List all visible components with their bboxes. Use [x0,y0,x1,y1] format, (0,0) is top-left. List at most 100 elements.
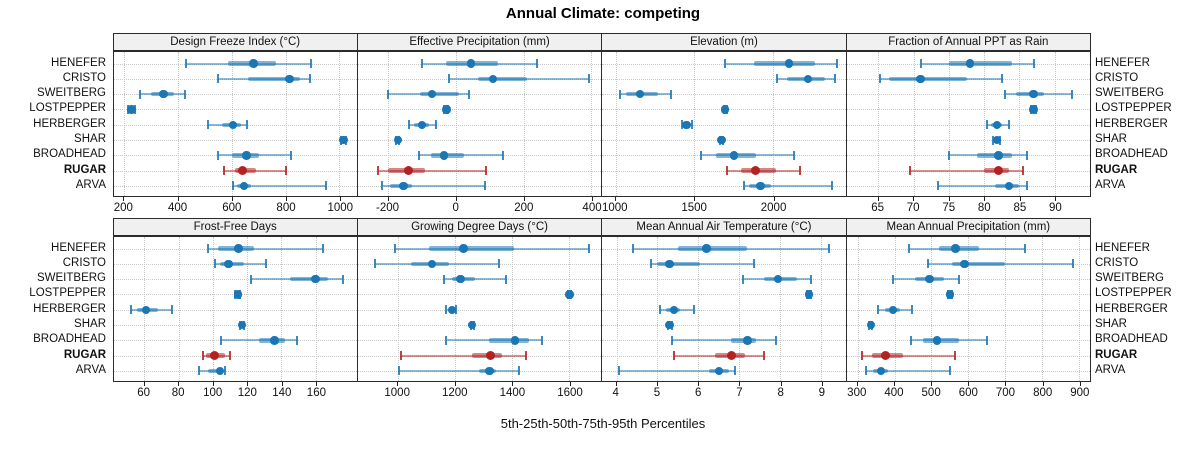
gridline-h [602,170,846,172]
site-label-left: SWEITBERG [36,87,106,100]
tick-mark [656,381,658,386]
site-label-left: RUGAR [63,163,106,176]
median-dot [866,320,876,330]
median-dot [750,166,760,176]
whisker-cap-left [937,181,940,191]
tick-label: 160 [306,386,326,399]
tick-mark [512,381,514,386]
whisker-cap-left [861,351,864,361]
site-label-right: BROADHEAD [1095,333,1168,346]
median-dot [239,181,249,191]
site-label-left: HENEFER [51,56,106,69]
tick-label: 100 [203,386,223,399]
whisker-cap-left [725,166,728,176]
tick-mark [780,381,782,386]
panel-design-freeze-index-c [112,51,358,197]
gridline-v [1005,237,1007,381]
whisker-cap-left [910,335,913,345]
tick-mark [1042,381,1044,386]
tick-label: 800 [1033,386,1053,399]
median-dot [442,105,451,114]
whisker-cap-left [879,74,882,84]
median-dot [960,259,969,269]
site-label-left: ARVA [75,363,106,376]
whisker-cap-right [985,335,988,345]
whisker-line [443,278,507,281]
gridline-h [357,109,602,111]
tick-label: 70 [906,201,920,214]
median-dot [565,290,574,299]
whisker-cap-right [483,181,486,191]
whisker-cap-right [284,166,287,176]
tick-mark [773,196,775,201]
median-dot [285,74,294,84]
median-dot [215,366,224,376]
tick-mark [1079,381,1081,386]
tick-mark [569,381,571,386]
site-label-right: HENEFER [1095,241,1150,254]
whisker-cap-left [213,259,216,269]
median-dot [992,120,1002,129]
whisker-cap-right [468,89,471,99]
median-dot [459,244,468,253]
whisker-cap-left [742,274,745,284]
tick-mark [1005,381,1007,386]
gridline-v [657,237,659,381]
whisker-cap-right [265,259,268,269]
gridline-v [821,237,823,381]
tick-mark [316,381,318,386]
whisker-cap-left [217,74,220,84]
panel-strip: Mean Annual Precipitation (mm) [845,218,1091,236]
gridline-v [694,52,696,196]
whisker-cap-right [536,59,539,69]
tick-label: 400 [582,201,602,214]
gridline-h [357,294,602,296]
tick-label: 400 [884,386,904,399]
iqr-bar [420,91,460,97]
tick-mark [212,381,214,386]
panel-strip: Design Freeze Index (°C) [112,33,358,51]
median-dot [992,135,1002,145]
panel-strip: Mean Annual Air Temperature (°C) [601,218,847,236]
tick-mark [968,381,970,386]
whisker-cap-right [734,366,737,376]
whisker-cap-left [864,366,867,376]
tick-mark [931,381,933,386]
tick-mark [281,381,283,386]
whisker-cap-left [672,351,675,361]
whisker-cap-left [220,335,223,345]
panel-strip: Effective Precipitation (mm) [356,33,603,51]
median-dot [467,320,477,330]
iqr-bar [429,246,514,251]
gridline-v [591,52,593,196]
whisker-cap-left [417,150,420,160]
gridline-h [602,294,846,296]
tick-mark [123,196,125,201]
whisker-cap-left [919,59,922,69]
median-dot [238,166,248,176]
whisker-cap-left [908,244,911,254]
iqr-bar [677,246,748,251]
gridline-v [931,237,933,381]
whisker-cap-left [724,59,727,69]
whisker-cap-left [876,305,879,315]
whisker-cap-right [1025,181,1028,191]
site-label-left: CRISTO [62,256,106,269]
median-dot [880,351,890,361]
whisker-cap-left [445,305,448,315]
whisker-line [862,354,956,357]
gridline-h [357,124,602,126]
site-label-right: LOSTPEPPER [1095,102,1172,115]
site-label-left: SHAR [74,133,106,146]
gridline-v [1054,52,1056,196]
gridline-v [1019,52,1021,196]
gridline-v [285,52,287,196]
whisker-cap-left [249,274,252,284]
whisker-cap-left [232,181,235,191]
tick-label: 1600 [557,386,583,399]
whisker-cap-right [525,351,528,361]
median-dot [720,105,730,114]
gridline-v [773,52,775,196]
panel-mean-annual-air-temperature-c [601,236,847,382]
tick-mark [913,196,915,201]
